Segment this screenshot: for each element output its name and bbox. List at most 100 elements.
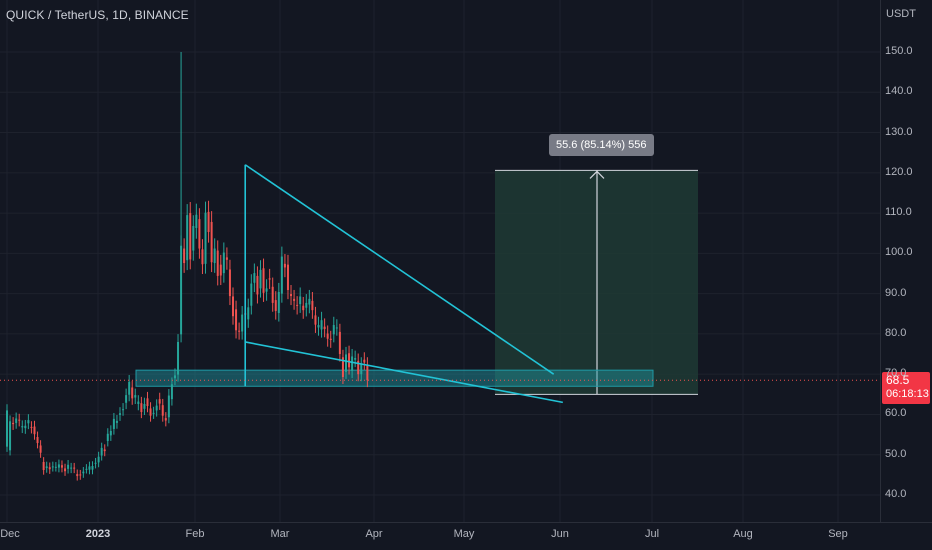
- candle-body: [82, 471, 85, 474]
- candle-body: [70, 467, 73, 469]
- last-price-value: 68.5: [886, 373, 910, 387]
- candle-body: [293, 298, 296, 301]
- candle-body: [323, 326, 326, 330]
- candle-body: [320, 320, 323, 330]
- grid: [0, 0, 880, 522]
- candle-body: [112, 418, 115, 429]
- candle-body: [27, 420, 30, 424]
- price-chart[interactable]: [0, 0, 880, 522]
- candle-body: [122, 409, 125, 411]
- candle-body: [280, 256, 283, 294]
- candle-body: [348, 353, 351, 368]
- candle-body: [286, 264, 289, 291]
- candle-body: [256, 275, 259, 295]
- candle-body: [100, 447, 103, 456]
- time-tick: Dec: [0, 528, 20, 540]
- candle-body: [143, 403, 146, 409]
- time-tick: Jun: [551, 528, 569, 540]
- candle-body: [235, 309, 238, 331]
- candle-body: [317, 325, 320, 328]
- candle-body: [97, 456, 100, 463]
- candle-body: [64, 468, 67, 472]
- candle-body: [198, 219, 201, 249]
- candle-body: [247, 307, 250, 320]
- candle-body: [216, 250, 219, 276]
- candle-body: [308, 298, 311, 305]
- candle-body: [302, 305, 305, 311]
- candle-body: [30, 426, 33, 428]
- candle-body: [146, 398, 149, 406]
- candle-body: [15, 418, 18, 423]
- candle-body: [305, 302, 308, 308]
- candle-body: [24, 425, 27, 429]
- candle-body: [186, 215, 189, 261]
- candle-body: [45, 466, 48, 469]
- candle-body: [311, 300, 314, 311]
- candle-body: [231, 296, 234, 317]
- candle-body: [253, 273, 256, 283]
- candle-body: [12, 422, 15, 425]
- candle-body: [158, 399, 161, 404]
- chart-area[interactable]: QUICK / TetherUS, 1D, BINANCE 55.6 (85.1…: [0, 0, 880, 522]
- candle-body: [222, 252, 225, 274]
- time-tick: 2023: [85, 528, 111, 540]
- candle-body: [225, 257, 228, 260]
- candle-body: [125, 395, 128, 403]
- candle-body: [33, 426, 36, 435]
- candle-body: [137, 401, 140, 404]
- candle-body: [366, 364, 369, 381]
- price-axis[interactable]: [880, 0, 932, 522]
- candle-body: [170, 384, 173, 400]
- candle-body: [149, 408, 152, 416]
- candle-body: [167, 395, 170, 418]
- time-tick: Apr: [365, 528, 383, 540]
- symbol-title[interactable]: QUICK / TetherUS, 1D, BINANCE: [6, 8, 189, 22]
- candle-body: [94, 462, 97, 464]
- support-zone-rect: [135, 369, 654, 387]
- candle-body: [79, 474, 82, 476]
- candle-body: [360, 364, 363, 375]
- price-tick: 140.0: [885, 85, 913, 98]
- candle-body: [314, 315, 317, 325]
- candle-body: [57, 464, 60, 468]
- candle-body: [106, 433, 109, 442]
- candle-body: [134, 395, 137, 398]
- wedge-upper-line: [244, 164, 555, 375]
- price-tick: 130.0: [885, 125, 913, 138]
- target-zone: [495, 169, 698, 395]
- candle-body: [265, 288, 268, 292]
- candle-body: [338, 331, 341, 355]
- measure-arrow-head: [589, 170, 605, 179]
- candle-body: [155, 405, 158, 411]
- candle-body: [118, 413, 121, 415]
- candle-body: [207, 211, 210, 233]
- candle-body: [277, 292, 280, 313]
- candle-body: [219, 264, 222, 276]
- time-axis[interactable]: Dec 2023 Feb Mar Apr May Jun Jul Aug Sep: [0, 522, 932, 550]
- last-price-badge: 68.5 06:18:13: [882, 372, 930, 404]
- candle-body: [21, 426, 24, 428]
- price-tick: 80.0: [885, 326, 907, 339]
- candle-body: [283, 263, 286, 268]
- candle-body: [173, 375, 176, 379]
- wedge-lower-line: [245, 341, 563, 404]
- candle-body: [67, 464, 70, 469]
- candle-body: [296, 304, 299, 306]
- time-tick: Mar: [270, 528, 290, 540]
- candle-body: [268, 278, 271, 280]
- candle-body: [164, 418, 167, 421]
- candle-body: [357, 360, 360, 375]
- candle-body: [299, 296, 302, 305]
- price-tick: 40.0: [885, 488, 907, 500]
- candle-body: [201, 249, 204, 265]
- price-tick: 100.0: [885, 246, 913, 259]
- price-tick: 150.0: [885, 45, 913, 57]
- candle-body: [213, 248, 216, 264]
- candle-body: [195, 214, 198, 228]
- price-tick: 110.0: [885, 206, 912, 219]
- candle-body: [6, 410, 8, 447]
- candle-body: [140, 403, 143, 413]
- price-tick: 70.0: [885, 367, 907, 380]
- candle-body: [85, 468, 88, 470]
- price-axis-unit: USDT: [886, 8, 916, 20]
